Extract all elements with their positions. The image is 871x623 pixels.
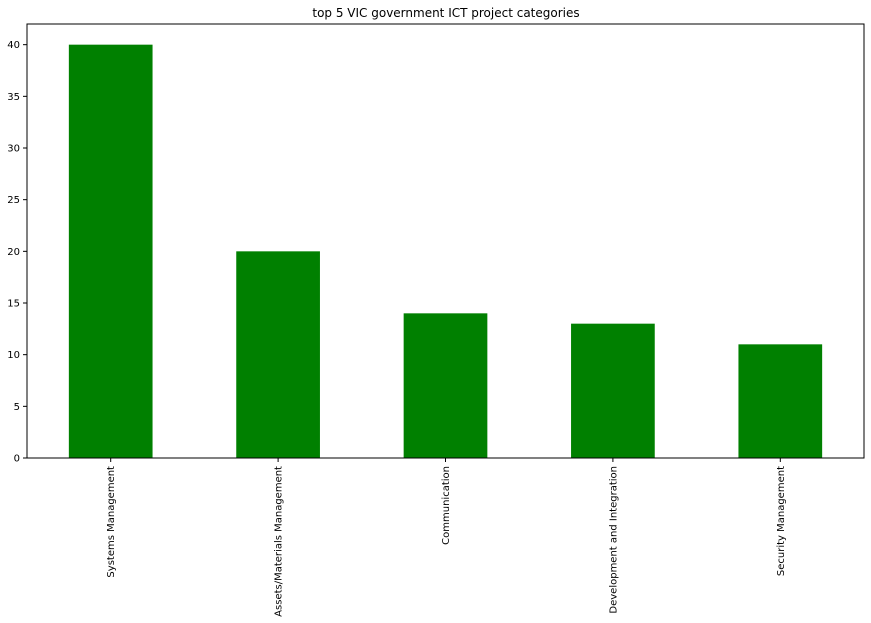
- y-axis: 0 5 10 15 20 25 30 35 40: [7, 40, 27, 465]
- x-tick-label: Assets/Materials Management: [274, 466, 285, 617]
- x-tick-label: Development and Integration: [608, 466, 619, 614]
- bars-group: [68, 44, 823, 459]
- y-tick-label: 10: [7, 350, 20, 361]
- y-tick-label: 35: [7, 92, 20, 103]
- y-tick-label: 0: [14, 454, 20, 465]
- x-tick-label: Communication: [441, 466, 452, 545]
- y-tick-label: 30: [7, 144, 20, 155]
- bar-1: [68, 44, 153, 459]
- bar-5: [738, 344, 823, 458]
- bar-3: [403, 313, 488, 458]
- x-axis: Systems Management Assets/Materials Manag…: [106, 458, 787, 617]
- bar-2: [236, 251, 320, 458]
- y-tick-label: 5: [14, 402, 20, 413]
- bar-4: [571, 323, 655, 458]
- y-tick-label: 20: [7, 247, 20, 258]
- y-tick-label: 15: [7, 299, 20, 310]
- x-tick-label: Systems Management: [106, 466, 117, 578]
- y-tick-label: 40: [7, 40, 20, 51]
- chart-title: top 5 VIC government ICT project categor…: [312, 6, 579, 20]
- y-tick-label: 25: [7, 195, 20, 206]
- plot-frame: [26, 23, 865, 459]
- x-tick-label: Security Management: [776, 466, 787, 576]
